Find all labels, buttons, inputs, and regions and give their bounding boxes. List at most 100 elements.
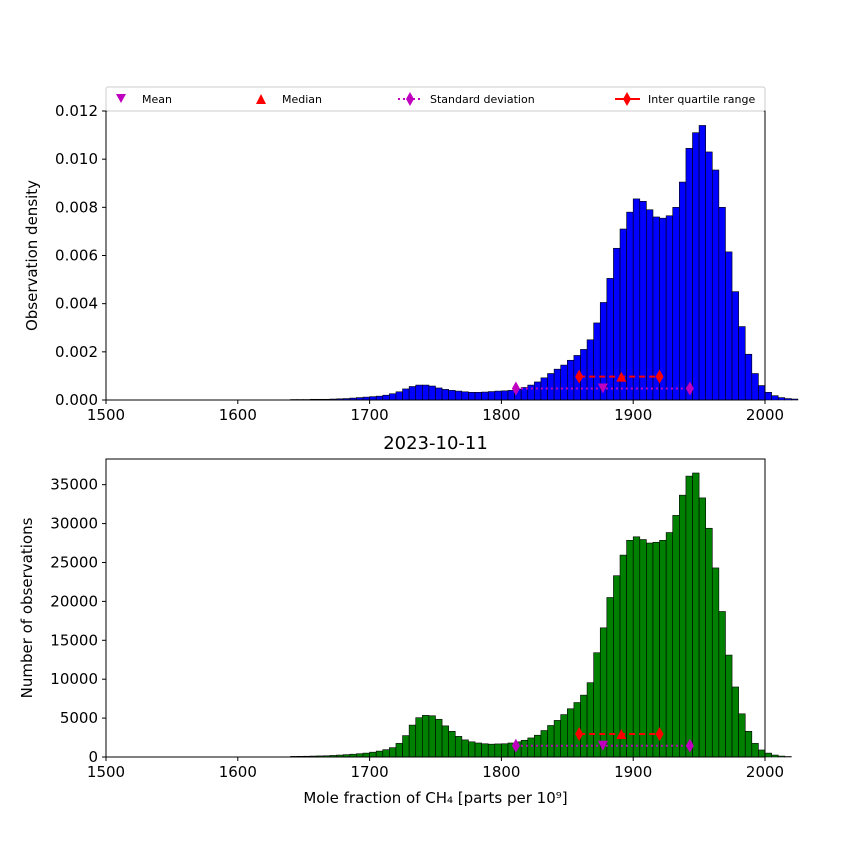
density-bar: [402, 388, 410, 401]
density-bar: [553, 368, 562, 401]
density-x-tick-label: 1600: [219, 406, 257, 424]
count-bar: [652, 541, 660, 758]
density-y-tick-label: 0.006: [55, 247, 98, 265]
count-stat-markers: [511, 727, 694, 753]
count-bar: [692, 472, 700, 758]
density-y-tick-label: 0.004: [55, 295, 98, 313]
density-bar: [586, 339, 594, 401]
density-bar: [698, 125, 706, 401]
density-x-tick-label: 1900: [614, 406, 652, 424]
count-bar: [448, 731, 456, 758]
density-median-marker: [616, 371, 627, 382]
count-bar: [435, 718, 443, 758]
density-bar: [441, 389, 449, 401]
count-bar: [553, 720, 562, 758]
density-bar: [369, 396, 377, 401]
density-bar: [448, 390, 456, 401]
density-bars: [290, 125, 799, 401]
density-bar: [692, 132, 700, 401]
count-x-axis-label: Mole fraction of CH₄ [parts per 10⁹]: [303, 789, 567, 807]
count-bar: [547, 725, 555, 758]
legend-box: [105, 86, 766, 112]
count-y-tick-label: 35000: [50, 476, 98, 494]
count-y-axis-label: Number of observations: [18, 517, 36, 698]
count-y-tick-label: 20000: [50, 592, 98, 610]
density-bar: [415, 384, 423, 401]
count-panel-title: 2023-10-11: [383, 433, 488, 454]
count-bar: [487, 743, 496, 758]
count-bar: [718, 611, 726, 758]
count-x-tick-label: 1500: [87, 763, 125, 781]
density-y-tick-label: 0.002: [55, 343, 98, 361]
density-bar: [705, 151, 713, 401]
density-bar: [494, 390, 502, 401]
count-y-tick-label: 15000: [50, 631, 98, 649]
count-bar: [402, 735, 410, 758]
density-bar: [777, 397, 786, 401]
count-median-marker: [616, 729, 627, 740]
density-bar: [389, 393, 397, 401]
count-bar: [468, 741, 476, 758]
density-bar: [487, 391, 496, 401]
density-bar: [560, 364, 568, 401]
density-bar: [764, 391, 772, 401]
count-x-tick-label: 1800: [482, 763, 520, 781]
density-bar: [718, 207, 726, 401]
count-bar: [474, 742, 482, 758]
count-bar: [520, 739, 529, 758]
count-bar: [566, 708, 575, 758]
density-bar: [468, 391, 476, 401]
count-bar: [679, 494, 687, 758]
count-bar: [738, 713, 746, 758]
density-bar: [751, 373, 759, 401]
legend-iqr-marker: [623, 92, 631, 106]
count-bar: [659, 540, 667, 758]
count-bar: [711, 567, 720, 758]
count-bar: [580, 694, 588, 758]
density-bar: [428, 385, 436, 401]
density-bar: [527, 384, 535, 401]
density-x-ticks: 1500 1600 1700 1800 1900 2000: [87, 400, 784, 424]
density-bar: [422, 384, 430, 401]
count-y-ticks: 0 5000 10000 15000 20000 25000 30000 35000: [50, 476, 106, 766]
count-bar: [751, 743, 759, 758]
density-iqr-low-marker: [575, 369, 584, 384]
density-bar: [435, 387, 443, 401]
legend-entry-iqr: Inter quartile range: [615, 92, 755, 106]
density-stat-markers: [511, 369, 694, 396]
density-mean-marker: [597, 383, 608, 394]
density-x-tick-label: 1700: [351, 406, 389, 424]
count-bar: [382, 749, 390, 758]
density-bar: [679, 181, 687, 401]
count-bar: [461, 739, 469, 758]
count-bar: [369, 751, 377, 758]
count-bar: [613, 575, 621, 758]
density-bar: [758, 385, 766, 401]
count-bar: [626, 540, 634, 758]
count-bar: [408, 724, 417, 758]
density-std-high-marker: [685, 381, 694, 396]
density-y-axis-label: Observation density: [23, 180, 41, 331]
count-bar: [619, 554, 627, 758]
count-iqr-high-marker: [655, 727, 664, 742]
count-bar: [395, 743, 403, 758]
density-bar: [481, 391, 489, 401]
density-bar: [744, 353, 753, 401]
legend-iqr-label: Inter quartile range: [648, 93, 755, 106]
count-bar: [744, 731, 753, 758]
density-bar: [626, 211, 634, 401]
count-x-tick-label: 1700: [351, 763, 389, 781]
legend-mean-marker: [116, 94, 126, 103]
density-bar: [725, 251, 733, 401]
density-panel: 1500 1600 1700 1800 1900 2000 0.000 0.002 0.004…: [23, 102, 799, 424]
count-y-tick-label: 30000: [50, 515, 98, 533]
count-bar: [777, 755, 786, 758]
count-y-tick-label: 5000: [60, 709, 98, 727]
count-panel: 2023-10-11 1500 1600 1700 1800 1900 2000 0 500…: [18, 433, 792, 807]
legend-mean-label: Mean: [142, 93, 172, 106]
density-bar: [454, 390, 463, 401]
count-bars: [290, 472, 792, 758]
density-bar: [665, 215, 674, 401]
count-bar: [771, 754, 779, 758]
